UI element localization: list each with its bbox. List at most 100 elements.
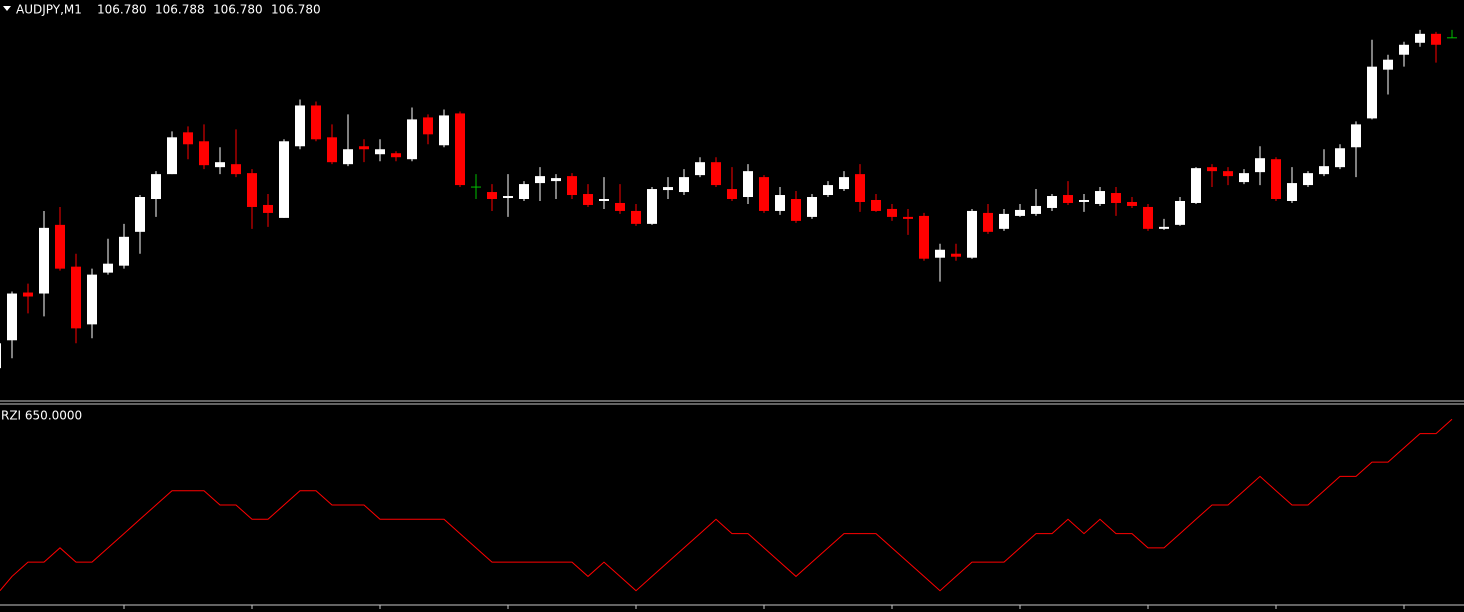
candle-body xyxy=(1159,226,1169,229)
candle-body xyxy=(759,177,769,211)
candle-body xyxy=(1191,168,1201,203)
candle-body xyxy=(807,197,817,217)
candle-body xyxy=(487,192,497,199)
candle-body xyxy=(743,171,753,198)
candle-body xyxy=(551,178,561,182)
candle-body xyxy=(599,199,609,201)
candle-body xyxy=(1255,158,1265,173)
candle-body xyxy=(1335,148,1345,168)
candle-body xyxy=(567,176,577,196)
candle-body xyxy=(407,119,417,160)
candle-body xyxy=(71,266,81,329)
indicator-line xyxy=(0,418,1453,592)
ohlc-high: 106.788 xyxy=(155,3,205,17)
candle-body xyxy=(1271,159,1281,199)
candle-body xyxy=(343,149,353,165)
candle-body xyxy=(359,146,369,150)
candle-body xyxy=(1223,171,1233,177)
candle-body xyxy=(119,236,129,266)
candle-body xyxy=(279,141,289,218)
candle-body xyxy=(1143,206,1153,229)
candle-body xyxy=(423,117,433,135)
candle-body xyxy=(519,184,529,199)
candle-body xyxy=(951,253,961,257)
candle-body xyxy=(1239,173,1249,183)
candle-body xyxy=(263,204,273,213)
candle-body xyxy=(39,227,49,294)
candle-body xyxy=(7,293,17,341)
candle-body xyxy=(887,208,897,217)
candle-body xyxy=(695,162,705,176)
candle-body xyxy=(215,162,225,168)
candle-body xyxy=(1063,195,1073,203)
candle-body xyxy=(1207,167,1217,172)
candle-body xyxy=(1047,196,1057,208)
candle-body xyxy=(135,197,145,232)
candle-body xyxy=(199,141,209,166)
candle-body xyxy=(1367,66,1377,119)
candle-body xyxy=(647,189,657,224)
candle-body xyxy=(439,115,449,146)
candle-body xyxy=(1079,199,1089,202)
candle-body xyxy=(1351,124,1361,148)
candle-body xyxy=(1431,33,1441,45)
candle-body xyxy=(1399,44,1409,55)
candle-body xyxy=(151,174,161,199)
candle-body xyxy=(1175,200,1185,225)
candle-body xyxy=(967,210,977,258)
candle-body xyxy=(679,177,689,193)
candle-body xyxy=(1303,173,1313,186)
candle-body xyxy=(183,132,193,145)
candle-body xyxy=(535,176,545,184)
candle-body xyxy=(1031,205,1041,214)
candle-body xyxy=(663,187,673,191)
symbol-menu-arrow[interactable] xyxy=(3,6,11,11)
candle-body xyxy=(1319,166,1329,175)
candle-body xyxy=(935,249,945,258)
candle-body xyxy=(983,212,993,232)
candle-body xyxy=(1095,191,1105,204)
candle-body xyxy=(1127,201,1137,206)
candle-body xyxy=(871,199,881,211)
candle-body xyxy=(775,195,785,211)
candle-body xyxy=(23,292,33,297)
candle-body xyxy=(503,196,513,199)
candle-body xyxy=(311,105,321,140)
candle-body xyxy=(375,149,385,155)
candle-body xyxy=(615,202,625,211)
candle-body xyxy=(791,199,801,221)
candle-body xyxy=(0,343,1,369)
candle-body xyxy=(855,174,865,202)
candle-body xyxy=(55,224,65,269)
candle-body xyxy=(1111,193,1121,203)
candle-body xyxy=(999,213,1009,229)
candle-body xyxy=(823,185,833,196)
candle-body xyxy=(231,164,241,175)
indicator-label: RZI 650.0000 xyxy=(1,409,82,423)
candle-body xyxy=(1287,183,1297,201)
candle-body xyxy=(839,177,849,190)
candle-body xyxy=(631,210,641,224)
candle-body xyxy=(87,274,97,325)
candle-body xyxy=(919,215,929,259)
candle-body xyxy=(1383,59,1393,70)
candle-body xyxy=(903,216,913,219)
ohlc-low: 106.780 xyxy=(213,3,263,17)
candle-body xyxy=(1015,209,1025,216)
candle-body xyxy=(327,137,337,163)
symbol-label: AUDJPY,M1 xyxy=(16,3,82,17)
candle-body xyxy=(1415,33,1425,43)
candle-body xyxy=(727,189,737,199)
candle-body xyxy=(583,194,593,205)
candle-body xyxy=(167,137,177,175)
ohlc-open: 106.780 xyxy=(97,3,147,17)
candle-body xyxy=(391,153,401,158)
candle-body xyxy=(711,162,721,186)
candle-body xyxy=(103,263,113,273)
candle-body xyxy=(247,173,257,207)
ohlc-close: 106.780 xyxy=(271,3,321,17)
candle-body xyxy=(455,113,465,186)
candle-body xyxy=(295,105,305,147)
